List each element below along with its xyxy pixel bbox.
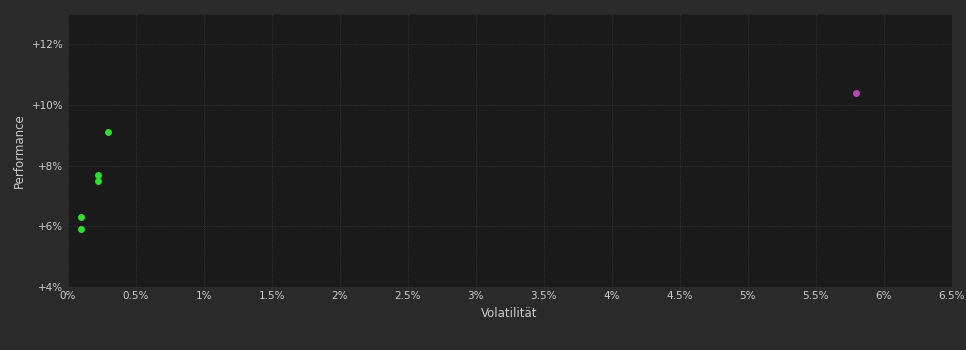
Point (90, 178, 105, 184)
Point (100, 130, 116, 135)
Y-axis label: Performance: Performance (14, 113, 26, 188)
Point (848, 90, 864, 96)
Point (90, 172, 105, 177)
X-axis label: Volatilität: Volatilität (481, 307, 538, 320)
Point (73, 226, 89, 232)
Point (73, 215, 89, 220)
